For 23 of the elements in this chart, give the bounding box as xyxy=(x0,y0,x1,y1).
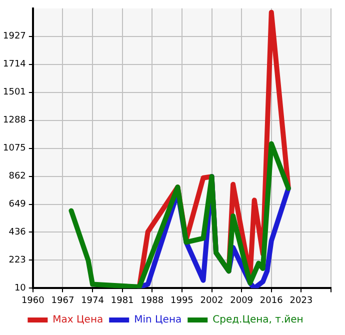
x-tick-label: 2009 xyxy=(230,296,254,306)
x-tick-label: 1981 xyxy=(110,296,134,306)
x-tick-label: 1974 xyxy=(81,296,104,306)
legend-label: Min Цена xyxy=(134,314,182,326)
y-tick-label: 10 xyxy=(14,284,26,294)
y-tick-label: 1927 xyxy=(3,32,26,42)
legend-label: Сред.Цена, т.йен xyxy=(212,314,304,326)
x-tick-label: 2002 xyxy=(200,296,224,306)
y-tick-label: 1288 xyxy=(3,116,26,126)
y-tick-label: 223 xyxy=(8,256,26,266)
x-tick-label: 2023 xyxy=(290,296,313,306)
y-tick-label: 1501 xyxy=(3,88,26,98)
y-tick-label: 436 xyxy=(8,228,26,238)
x-tick-label: 1988 xyxy=(140,296,164,306)
x-tick-label: 1995 xyxy=(170,296,194,306)
y-tick-label: 1714 xyxy=(3,60,26,70)
x-tick-label: 1967 xyxy=(51,296,74,306)
y-tick-label: 1075 xyxy=(3,144,26,154)
x-tick-label: 1960 xyxy=(21,296,45,306)
legend-label: Max Цена xyxy=(52,314,104,326)
y-tick-label: 649 xyxy=(8,200,26,210)
x-tick-label: 2016 xyxy=(260,296,284,306)
y-tick-label: 862 xyxy=(8,172,26,182)
